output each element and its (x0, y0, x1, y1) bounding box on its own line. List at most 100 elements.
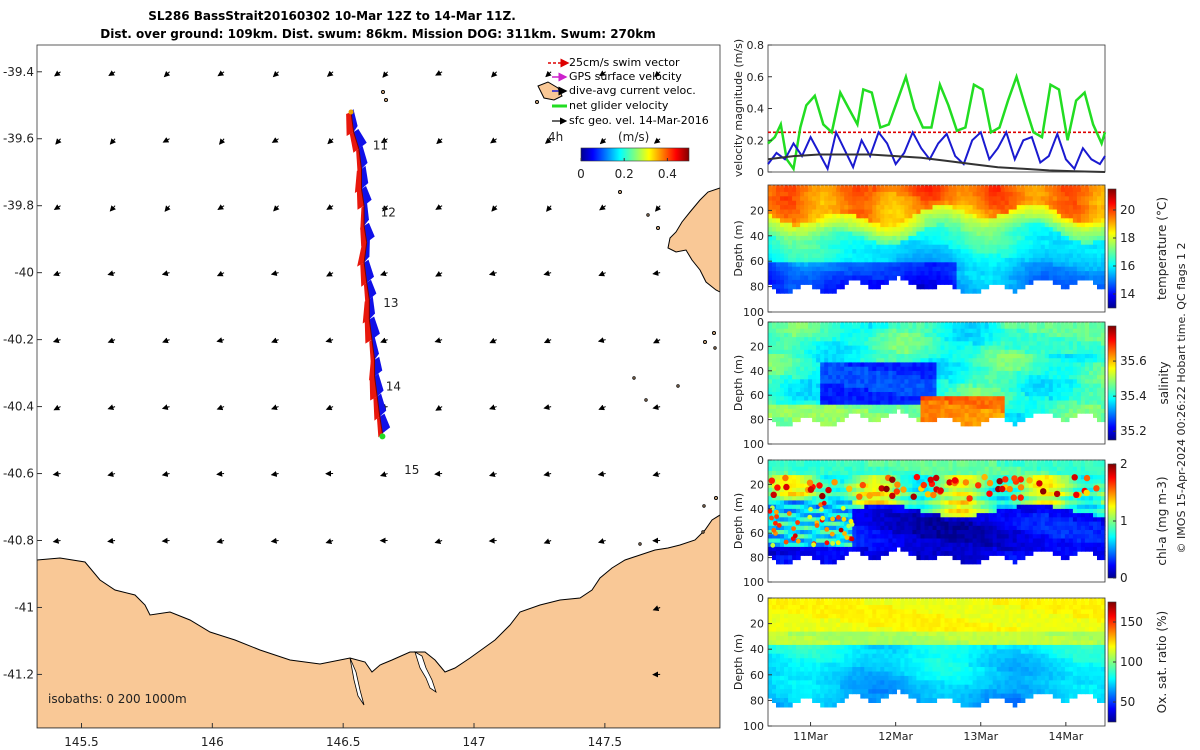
heatmap-cell (1084, 328, 1090, 334)
heatmap-cell (1008, 375, 1014, 380)
heatmap-cell (1068, 196, 1074, 202)
heatmap-cell (864, 249, 869, 255)
heatmap-cell (828, 421, 833, 427)
heatmap-cell (992, 404, 998, 410)
heatmap-cell (1032, 354, 1038, 359)
heatmap-cell (872, 546, 877, 552)
heatmap-cell (848, 383, 853, 389)
heatmap-cell (872, 324, 877, 330)
heatmap-cell (1052, 244, 1058, 250)
heatmap-cell (1097, 408, 1102, 414)
heatmap-cell (820, 332, 825, 338)
heatmap-cell (932, 358, 938, 363)
heatmap-cell (868, 375, 873, 380)
sfc-arrow (217, 70, 225, 77)
heatmap-cell (1080, 341, 1086, 347)
heatmap-cell (848, 408, 853, 414)
heatmap-cell (992, 196, 998, 202)
heatmap-cell (768, 196, 773, 202)
heatmap-cell (864, 191, 869, 197)
heatmap-cell (1040, 337, 1046, 342)
heatmap-cell (868, 487, 873, 493)
heatmap-top-dot (1097, 321, 1101, 326)
heatmap-top-dot (772, 321, 776, 326)
heatmap-cell (828, 492, 833, 497)
heatmap-cell (824, 328, 829, 334)
heatmap-cell (1056, 227, 1062, 233)
heatmap-cell (960, 231, 966, 237)
heatmap-cell (844, 475, 849, 480)
heatmap-cell (968, 370, 974, 376)
heatmap-cell (812, 496, 817, 501)
heatmap-cell (1097, 191, 1102, 197)
heatmap-cell (980, 218, 986, 224)
heatmap-cell (848, 187, 853, 193)
heatmap-cell (788, 196, 793, 202)
heatmap-cell (1080, 383, 1086, 389)
heatmap-cell (844, 253, 849, 259)
heatmap-cell (872, 249, 877, 255)
heatmap-cell (976, 218, 982, 224)
heatmap-top-dot (824, 184, 829, 189)
heatmap-cell (820, 521, 825, 527)
heatmap-cell (1032, 370, 1038, 376)
heatmap-cell (844, 345, 849, 351)
heatmap-cell (1076, 328, 1082, 334)
heatmap-cell (1076, 366, 1082, 372)
heatmap-cell (808, 521, 813, 527)
heatmap-cell (824, 257, 829, 263)
heatmap-cell (876, 375, 881, 380)
heatmap-cell (960, 187, 966, 193)
heatmap-cell (816, 396, 821, 401)
heatmap-cell (892, 504, 897, 510)
sfc-arrow (327, 137, 334, 145)
day-label: 11 (373, 138, 388, 152)
heatmap-cell (1072, 358, 1078, 363)
heatmap-cell (876, 517, 881, 523)
heatmap-cell (1093, 413, 1098, 418)
heatmap-cell (816, 508, 821, 514)
heatmap-cell (884, 466, 889, 472)
heatmap-cell (924, 187, 930, 193)
heatmap-cell (796, 253, 801, 259)
heatmap-cell (776, 231, 781, 237)
heatmap-cell (992, 257, 998, 263)
heatmap-cell (956, 408, 962, 414)
heatmap-cell (880, 196, 885, 202)
heatmap-cell (952, 337, 958, 342)
heatmap-cell (912, 366, 917, 372)
heatmap-cell (1056, 413, 1062, 418)
heatmap-cell (800, 279, 805, 285)
heatmap-cell (864, 504, 869, 510)
heatmap-cell (892, 187, 897, 193)
heatmap-cell (972, 392, 978, 397)
heatmap-cell (820, 275, 825, 281)
heatmap-cell (936, 275, 942, 281)
heatmap-top-dot (940, 321, 945, 326)
heatmap-cell (856, 500, 861, 506)
heatmap-cell (1036, 200, 1042, 206)
heatmap-cell (788, 375, 793, 380)
heatmap-cell (1052, 200, 1058, 206)
heatmap-cell (928, 328, 934, 334)
heatmap-cell (820, 196, 825, 202)
heatmap-cell (788, 400, 793, 406)
heatmap-cell (832, 466, 837, 472)
heatmap-cell (800, 508, 805, 514)
heatmap-cell (928, 366, 934, 372)
heatmap-cell (888, 387, 893, 393)
heatmap-cell (972, 387, 978, 393)
heatmap-cell (948, 413, 954, 418)
heatmap-cell (852, 209, 857, 215)
heatmap-cell (1089, 387, 1094, 393)
heatmap-cell (800, 266, 805, 272)
heatmap-cell (812, 479, 817, 485)
heatmap-cell (1016, 349, 1022, 355)
heatmap-cell (948, 392, 954, 397)
heatmap-cell (928, 332, 934, 338)
heatmap-cell (996, 275, 1002, 281)
heatmap-cell (924, 222, 930, 228)
heatmap-cell (896, 358, 901, 363)
heatmap-cell (908, 387, 913, 393)
heatmap-cell (800, 492, 805, 497)
